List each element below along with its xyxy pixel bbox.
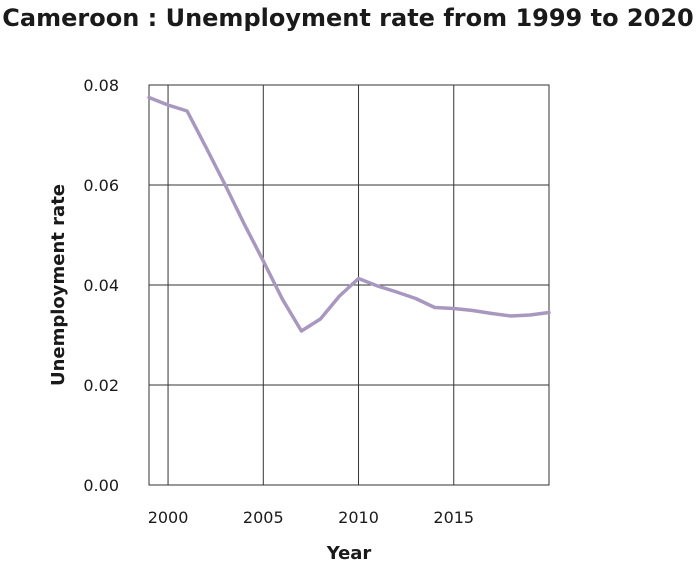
- y-tick-label: 0.08: [83, 76, 119, 95]
- y-tick-label: 0.02: [83, 376, 119, 395]
- x-axis-ticks: 2000 2005 2010 2015: [148, 508, 474, 527]
- y-tick-label: 0.06: [83, 176, 119, 195]
- series-layer: [149, 98, 549, 332]
- x-tick-label: 2000: [148, 508, 189, 527]
- y-axis-ticks: 0.00 0.02 0.04 0.06 0.08: [83, 76, 119, 495]
- y-axis-label: Unemployment rate: [48, 184, 69, 386]
- y-tick-label: 0.00: [83, 476, 119, 495]
- series-line-0: [149, 98, 549, 332]
- x-tick-label: 2015: [433, 508, 474, 527]
- y-tick-label: 0.04: [83, 276, 119, 295]
- x-tick-label: 2005: [243, 508, 284, 527]
- x-axis-label: Year: [326, 543, 372, 564]
- x-tick-label: 2010: [338, 508, 379, 527]
